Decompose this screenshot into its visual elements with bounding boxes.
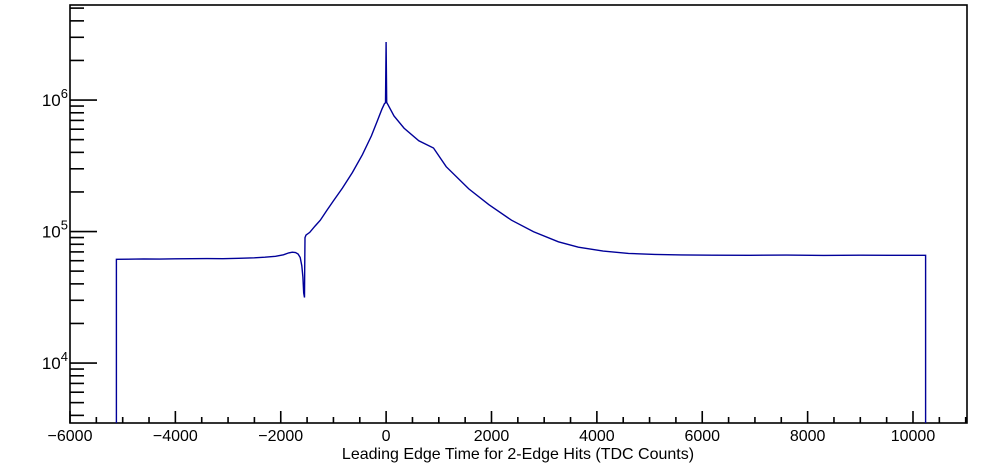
x-tick-label: 2000	[474, 428, 510, 445]
x-axis: −6000 −4000 −2000 0 2000 4000 6000 8000 10000	[48, 411, 967, 445]
histogram-line	[115, 41, 927, 423]
x-tick-label: 0	[382, 428, 391, 445]
x-tick-label: 8000	[790, 428, 826, 445]
y-tick-label: 104	[42, 349, 68, 373]
x-tick-label: 6000	[684, 428, 720, 445]
x-tick-label: −6000	[48, 428, 93, 445]
x-tick-label: −2000	[258, 428, 303, 445]
plot-frame	[69, 4, 968, 424]
x-tick-label: 4000	[579, 428, 615, 445]
x-tick-label: 10000	[891, 428, 936, 445]
y-tick-label: 106	[42, 86, 68, 110]
x-tick-label: −4000	[153, 428, 198, 445]
y-tick-label: 105	[42, 218, 68, 242]
x-axis-title: Leading Edge Time for 2-Edge Hits (TDC C…	[342, 446, 694, 463]
